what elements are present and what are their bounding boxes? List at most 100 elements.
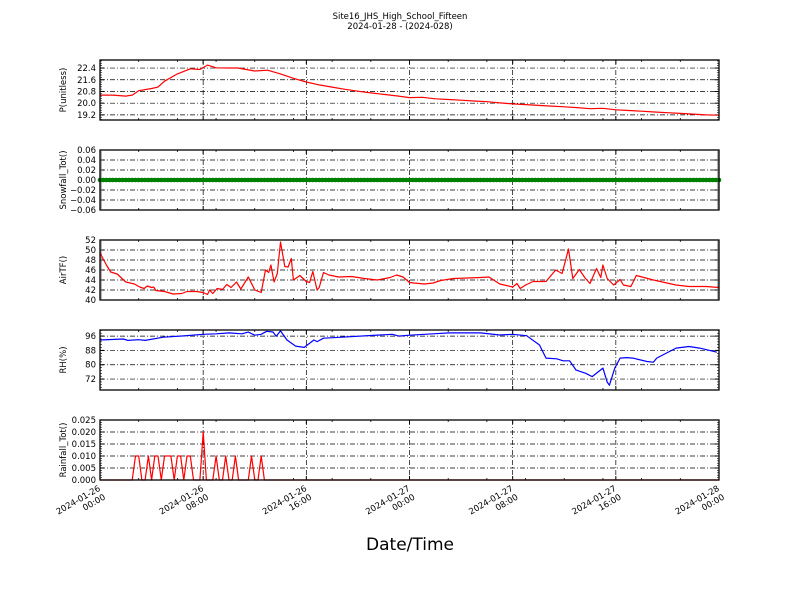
data-point [204, 177, 209, 183]
data-point [481, 177, 486, 183]
data-point [326, 177, 332, 183]
data-point [158, 177, 164, 183]
chart-subtitle: 2024-01-28 - (2024-028) [347, 22, 452, 32]
series-line [99, 241, 720, 296]
data-point [607, 177, 612, 183]
data-point [645, 177, 651, 183]
y-axis-label: Rainfall_Tot() [59, 423, 69, 478]
data-point [291, 177, 296, 183]
y-tick-label: 0.06 [77, 146, 96, 156]
panels: 19.220.020.821.622.4P(unitless)−0.06−0.0… [55, 59, 727, 526]
data-point [639, 177, 644, 183]
data-point [287, 177, 293, 183]
data-point [187, 177, 193, 183]
y-tick-label: 0.025 [72, 416, 96, 426]
data-point [339, 177, 345, 183]
data-point [413, 177, 419, 183]
y-tick-label: −0.02 [70, 186, 96, 196]
data-point [416, 177, 422, 183]
data-point [113, 177, 119, 183]
data-point [520, 177, 525, 183]
data-point [594, 177, 599, 183]
data-point [432, 177, 438, 183]
data-point [358, 177, 364, 183]
data-point [549, 177, 554, 183]
data-point [626, 177, 632, 183]
y-tick-label: 0.015 [72, 440, 96, 450]
axes-frame [99, 419, 720, 481]
data-point [507, 177, 512, 183]
data-point [265, 177, 270, 183]
data-point [494, 177, 499, 183]
y-tick-label: 0.005 [72, 464, 96, 474]
data-point [304, 177, 309, 183]
data-point [542, 177, 548, 183]
y-tick-label: 0.00 [77, 176, 96, 186]
data-point [197, 177, 203, 183]
y-tick-label: 88 [85, 346, 96, 356]
data-point [136, 177, 141, 183]
data-point [387, 177, 393, 183]
data-point [462, 177, 467, 183]
data-point [394, 177, 399, 183]
data-point [175, 177, 180, 183]
data-point [587, 177, 593, 183]
data-point [474, 177, 480, 183]
data-point [323, 177, 328, 183]
panel-1: 19.2 20.0 20.821.6 22.4 P(unitless) [59, 59, 720, 121]
data-point [694, 177, 699, 183]
data-point [294, 177, 299, 183]
data-point [526, 177, 532, 183]
y-tick-label: 0.000 [72, 476, 96, 486]
data-point [378, 177, 383, 183]
data-point [120, 177, 125, 183]
data-point [226, 177, 232, 183]
data-point [275, 177, 280, 183]
data-point [632, 177, 638, 183]
x-tick-label: 2024-01-2600:00 [55, 484, 108, 526]
data-point [110, 177, 116, 183]
data-point [484, 177, 490, 183]
data-point [213, 177, 219, 183]
data-point [668, 177, 673, 183]
data-point [684, 177, 690, 183]
data-point [648, 177, 654, 183]
y-tick-label: 19.2 [77, 111, 96, 121]
data-point [139, 177, 145, 183]
y-tick-label: 20.8 [77, 87, 96, 97]
data-point [268, 177, 274, 183]
data-point [271, 177, 277, 183]
data-point [429, 177, 435, 183]
data-point [362, 177, 367, 183]
data-point [233, 177, 238, 183]
y-tick-label: 46 [85, 266, 96, 276]
y-axis-label: P(unitless) [59, 68, 69, 113]
data-point [603, 177, 609, 183]
data-point [181, 177, 187, 183]
data-point [445, 177, 451, 183]
data-point [436, 177, 441, 183]
data-point [171, 177, 177, 183]
x-tick-label: 2024-01-2700:00 [364, 484, 417, 526]
data-point [371, 177, 377, 183]
data-point [674, 177, 680, 183]
data-point [152, 177, 158, 183]
data-point [455, 177, 461, 183]
data-point [194, 177, 200, 183]
data-point [616, 177, 622, 183]
data-point [255, 177, 261, 183]
data-point [355, 177, 361, 183]
x-tick-label: 2024-01-2616:00 [261, 484, 314, 526]
data-point [581, 177, 586, 183]
data-point [342, 177, 348, 183]
panel-5: 0.000 0.005 0.010 0.015 0.020 0.025Rainfall_T… [59, 416, 720, 486]
data-point [613, 177, 619, 183]
data-point [300, 177, 306, 183]
data-point [619, 177, 625, 183]
data-point [262, 177, 267, 183]
data-point [536, 177, 541, 183]
data-point [104, 177, 109, 183]
y-tick-label: 50 [85, 246, 96, 256]
y-axis-label: RH(%) [59, 346, 69, 373]
